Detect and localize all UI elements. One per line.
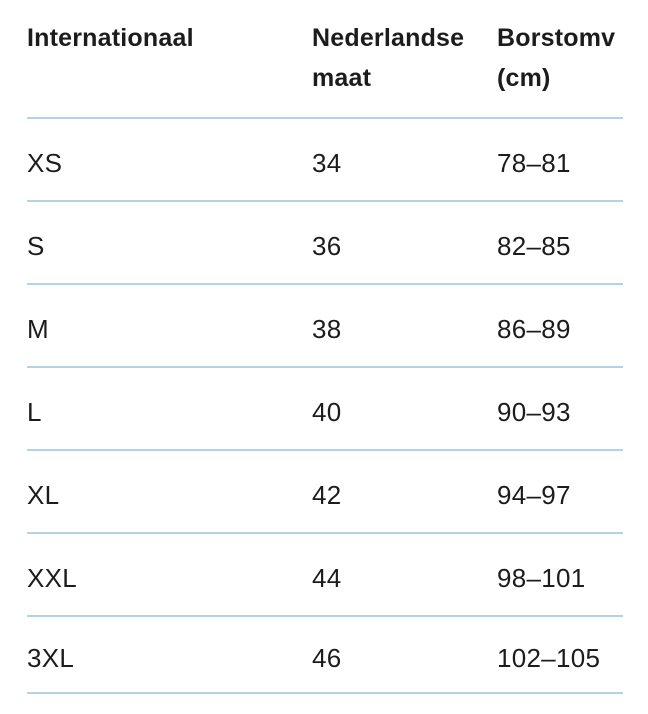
- table-row: XXL 44 98–101: [27, 534, 623, 617]
- cell-chest-range: 82–85: [497, 231, 571, 261]
- cell-chest-range: 90–93: [497, 397, 571, 427]
- column-header-dutch-size: Nederlandse maat: [312, 18, 497, 117]
- column-header-label: Internationaal: [27, 24, 194, 52]
- cell-chest-range: 102–105: [497, 643, 601, 673]
- table-row: 3XL 46 102–105: [27, 617, 623, 694]
- size-chart-table: Internationaal Nederlandse maat Borstomv…: [27, 0, 648, 694]
- column-header-label-line2: (cm): [497, 64, 551, 92]
- column-header-international: Internationaal: [27, 18, 312, 117]
- table-row: XL 42 94–97: [27, 451, 623, 534]
- cell-chest-range: 78–81: [497, 148, 571, 178]
- header-divider: [27, 117, 623, 119]
- cell-dutch-size: 38: [312, 314, 342, 344]
- cell-dutch-size: 42: [312, 480, 342, 510]
- table-row: L 40 90–93: [27, 368, 623, 451]
- cell-international-size: S: [27, 231, 45, 261]
- column-header-chest: Borstomv (cm): [497, 18, 648, 117]
- table-header-row: Internationaal Nederlandse maat Borstomv…: [27, 0, 648, 117]
- cell-international-size: L: [27, 397, 42, 427]
- column-header-label: Borstomv: [497, 24, 616, 52]
- cell-chest-range: 98–101: [497, 563, 586, 593]
- cell-international-size: XS: [27, 148, 63, 178]
- cell-international-size: XXL: [27, 563, 78, 593]
- column-header-label: Nederlandse: [312, 24, 465, 52]
- column-header-label-line2: maat: [312, 64, 372, 92]
- cell-international-size: M: [27, 314, 49, 344]
- cell-dutch-size: 46: [312, 643, 342, 673]
- cell-dutch-size: 40: [312, 397, 342, 427]
- table-row: S 36 82–85: [27, 202, 623, 285]
- cell-international-size: 3XL: [27, 643, 75, 673]
- table-row: M 38 86–89: [27, 285, 623, 368]
- cell-chest-range: 94–97: [497, 480, 571, 510]
- cell-international-size: XL: [27, 480, 60, 510]
- cell-dutch-size: 34: [312, 148, 342, 178]
- cell-dutch-size: 44: [312, 563, 342, 593]
- cell-dutch-size: 36: [312, 231, 342, 261]
- cell-chest-range: 86–89: [497, 314, 571, 344]
- table-row: XS 34 78–81: [27, 119, 623, 202]
